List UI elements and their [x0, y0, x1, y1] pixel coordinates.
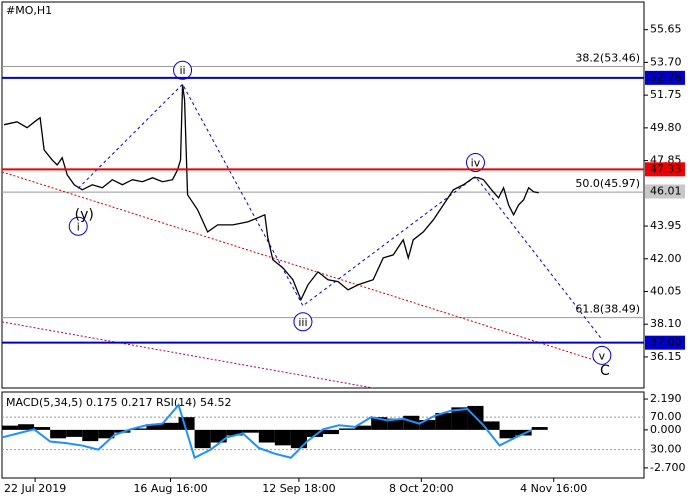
y-tick-label: 53.70 — [650, 55, 682, 68]
macd-bar — [210, 429, 227, 443]
y-tick-label: 49.80 — [650, 121, 682, 134]
x-tick-label: 8 Oct 20:00 — [389, 482, 454, 495]
fib-label: 50.0(45.97) — [575, 177, 640, 190]
macd-bar — [226, 429, 243, 436]
macd-bar — [82, 429, 99, 442]
macd-bar — [483, 421, 500, 430]
level-label: 47.33 — [650, 162, 682, 175]
wave-label: i — [77, 220, 80, 233]
trend-line — [1, 171, 594, 361]
y-tick-label: 38.10 — [650, 317, 682, 330]
wave-label-red: C — [600, 363, 610, 379]
macd-bar — [515, 429, 532, 436]
fib-label: 61.8(38.49) — [575, 303, 640, 316]
x-tick-label: 4 Nov 16:00 — [520, 482, 587, 495]
wave-label: v — [599, 349, 606, 362]
price-box — [645, 184, 685, 199]
wave-label: iii — [298, 316, 307, 329]
indicator-title: MACD(5,34,5) 0.175 0.217 RSI(14) 54.52 — [6, 396, 231, 409]
macd-bar — [419, 420, 436, 430]
rsi-line — [1, 402, 533, 460]
price-label: 46.01 — [650, 184, 682, 197]
price-panel — [1, 1, 645, 389]
y-tick-label: -2.700 — [650, 461, 685, 474]
level-label: 37.00 — [650, 336, 682, 349]
level-box — [645, 70, 685, 85]
wave-label-red: (y) — [75, 207, 94, 223]
macd-bar — [50, 429, 67, 439]
y2-tick-label: 30.00 — [650, 443, 682, 456]
macd-bar — [306, 429, 323, 437]
macd-bar — [290, 429, 307, 449]
macd-bar — [387, 418, 404, 430]
y-tick-label: 36.15 — [650, 350, 682, 363]
y-tick-label: 43.95 — [650, 219, 682, 232]
macd-bar — [451, 407, 468, 430]
macd-bar — [98, 429, 115, 439]
macd-bar — [2, 425, 19, 430]
x-tick-label: 16 Aug 16:00 — [133, 482, 207, 495]
macd-bar — [258, 429, 275, 443]
chart-title: #MO,H1 — [6, 4, 52, 17]
y-tick-label: 55.65 — [650, 23, 682, 36]
fib-label: 38.2(53.46) — [575, 51, 640, 64]
macd-bar — [130, 428, 147, 430]
macd-bar — [66, 429, 83, 437]
y-tick-label: 42.00 — [650, 252, 682, 265]
wave-label: iv — [471, 157, 481, 170]
x-tick-label: 12 Sep 18:00 — [262, 482, 335, 495]
level-box — [645, 335, 685, 350]
wave-circle — [465, 153, 485, 173]
y-tick-label: 2.190 — [650, 392, 682, 405]
wave-circle — [68, 216, 88, 236]
wave-circle — [293, 312, 313, 332]
price-line — [3, 84, 539, 302]
indicator-panel — [1, 391, 645, 479]
wave-path — [77, 83, 603, 340]
level-box — [645, 162, 685, 177]
macd-bar — [146, 424, 163, 430]
level-label: 52.78 — [650, 71, 682, 84]
macd-bar — [34, 427, 51, 430]
macd-bar — [274, 429, 291, 446]
macd-bar — [531, 427, 548, 430]
macd-bar — [435, 412, 452, 430]
macd-bar — [162, 422, 179, 430]
y2-tick-label: 70.00 — [650, 410, 682, 423]
macd-bar — [194, 429, 211, 449]
y-tick-label: 0.000 — [650, 423, 682, 436]
macd-bar — [339, 428, 356, 430]
wave-circle — [592, 345, 612, 365]
y-tick-label: 51.75 — [650, 88, 682, 101]
trend-line — [1, 321, 374, 389]
macd-bar — [355, 425, 372, 430]
x-tick-label: 22 Jul 2019 — [4, 482, 66, 495]
wave-label: ii — [180, 64, 186, 77]
macd-bar — [18, 424, 35, 430]
wave-circle — [173, 60, 193, 80]
macd-bar — [242, 429, 259, 433]
macd-bar — [323, 429, 340, 435]
macd-bar — [499, 429, 516, 439]
y-tick-label: 40.05 — [650, 285, 682, 298]
